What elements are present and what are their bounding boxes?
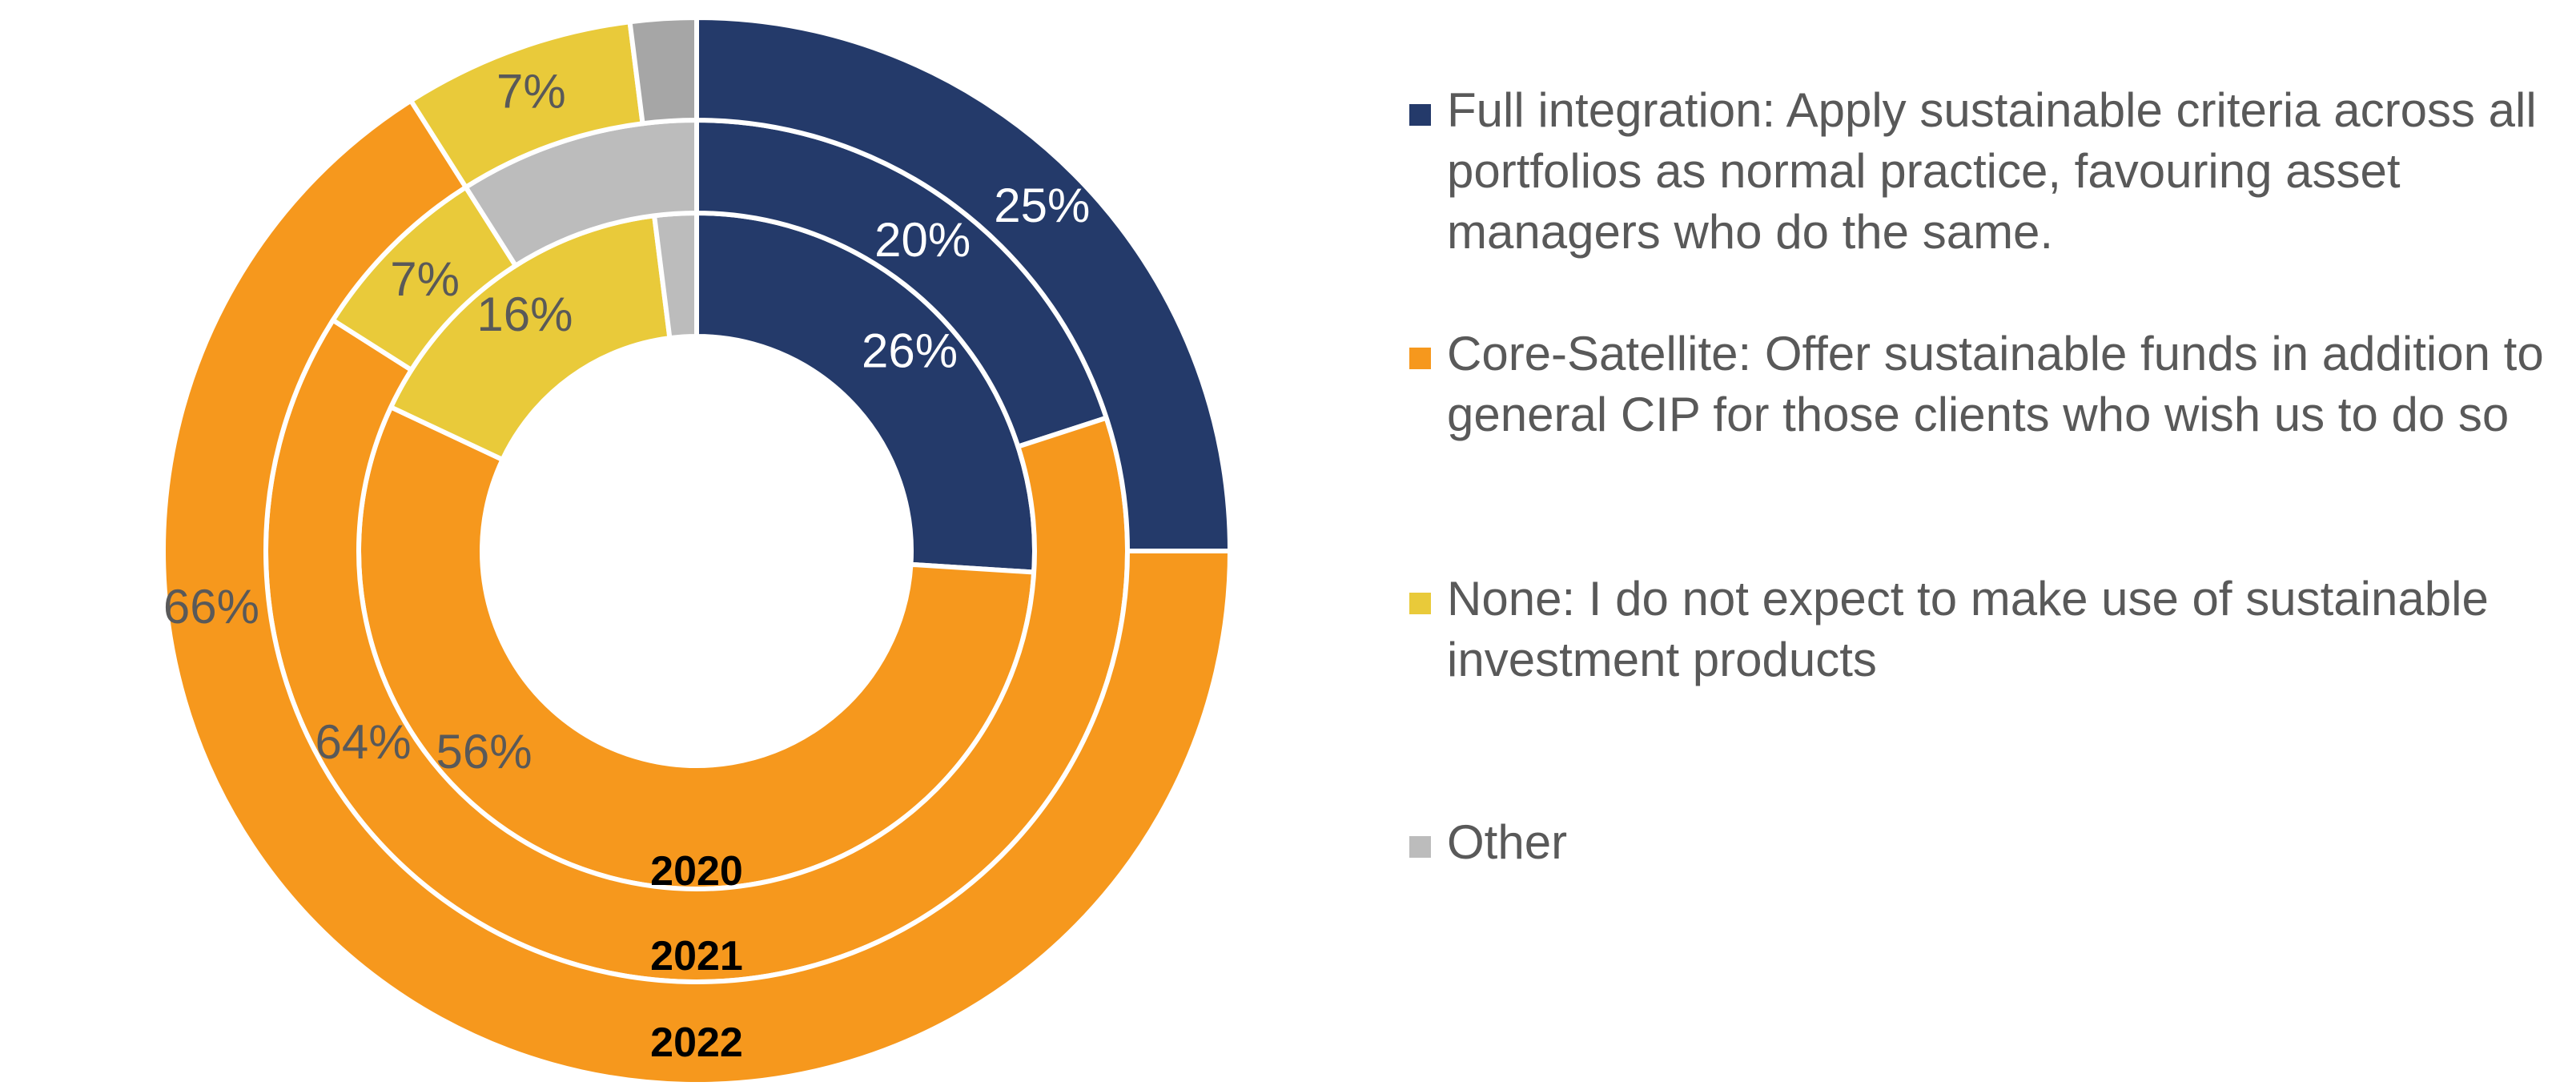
data-label-2020-none: 16% — [476, 288, 573, 341]
data-label-2020-full-integration: 26% — [862, 324, 958, 378]
data-label-2022-core-satellite: 66% — [163, 580, 259, 633]
data-label-2021-none: 7% — [390, 252, 460, 306]
ring-year-label-2020: 2020 — [650, 848, 743, 895]
legend-swatch-full-integration — [1409, 104, 1431, 126]
legend-swatch-other — [1409, 836, 1431, 858]
data-label-2020-core-satellite: 56% — [436, 725, 532, 778]
ring-2022-slice-full-integration — [694, 14, 1233, 553]
ring-2022-slice-other — [627, 14, 699, 127]
legend-label-core-satellite: Core-Satellite: Offer sustainable funds … — [1447, 327, 2544, 441]
legend-label-other: Other — [1447, 815, 1568, 869]
data-label-2021-full-integration: 20% — [874, 213, 971, 267]
legend-swatch-core-satellite — [1409, 348, 1431, 369]
legend-label-none: None: I do not expect to make use of sus… — [1447, 572, 2489, 686]
legend-label-full-integration: Full integration: Apply sustainable crit… — [1447, 83, 2537, 259]
data-label-2022-full-integration: 25% — [994, 179, 1090, 232]
ring-2022-slice-core-satellite — [161, 97, 1233, 1087]
legend-item-core-satellite: Core-Satellite: Offer sustainable funds … — [1409, 324, 2546, 445]
legend-item-full-integration: Full integration: Apply sustainable crit… — [1409, 80, 2546, 263]
legend-item-other: Other — [1409, 812, 2546, 873]
ring-year-label-2022: 2022 — [650, 1020, 743, 1066]
data-label-2021-core-satellite: 64% — [315, 715, 411, 769]
legend-swatch-none — [1409, 593, 1431, 614]
ring-year-label-2021: 2021 — [650, 933, 743, 979]
legend-item-none: None: I do not expect to make use of sus… — [1409, 569, 2546, 690]
data-label-2022-none: 7% — [496, 65, 566, 119]
donut-chart-svg: 26% 56% 16% 20% 64% 7% 25% 66% 7% 2020 2021 2022 — [161, 14, 1233, 1087]
donut-chart: 26% 56% 16% 20% 64% 7% 25% 66% 7% 2020 2021 2022 — [161, 14, 1233, 1087]
